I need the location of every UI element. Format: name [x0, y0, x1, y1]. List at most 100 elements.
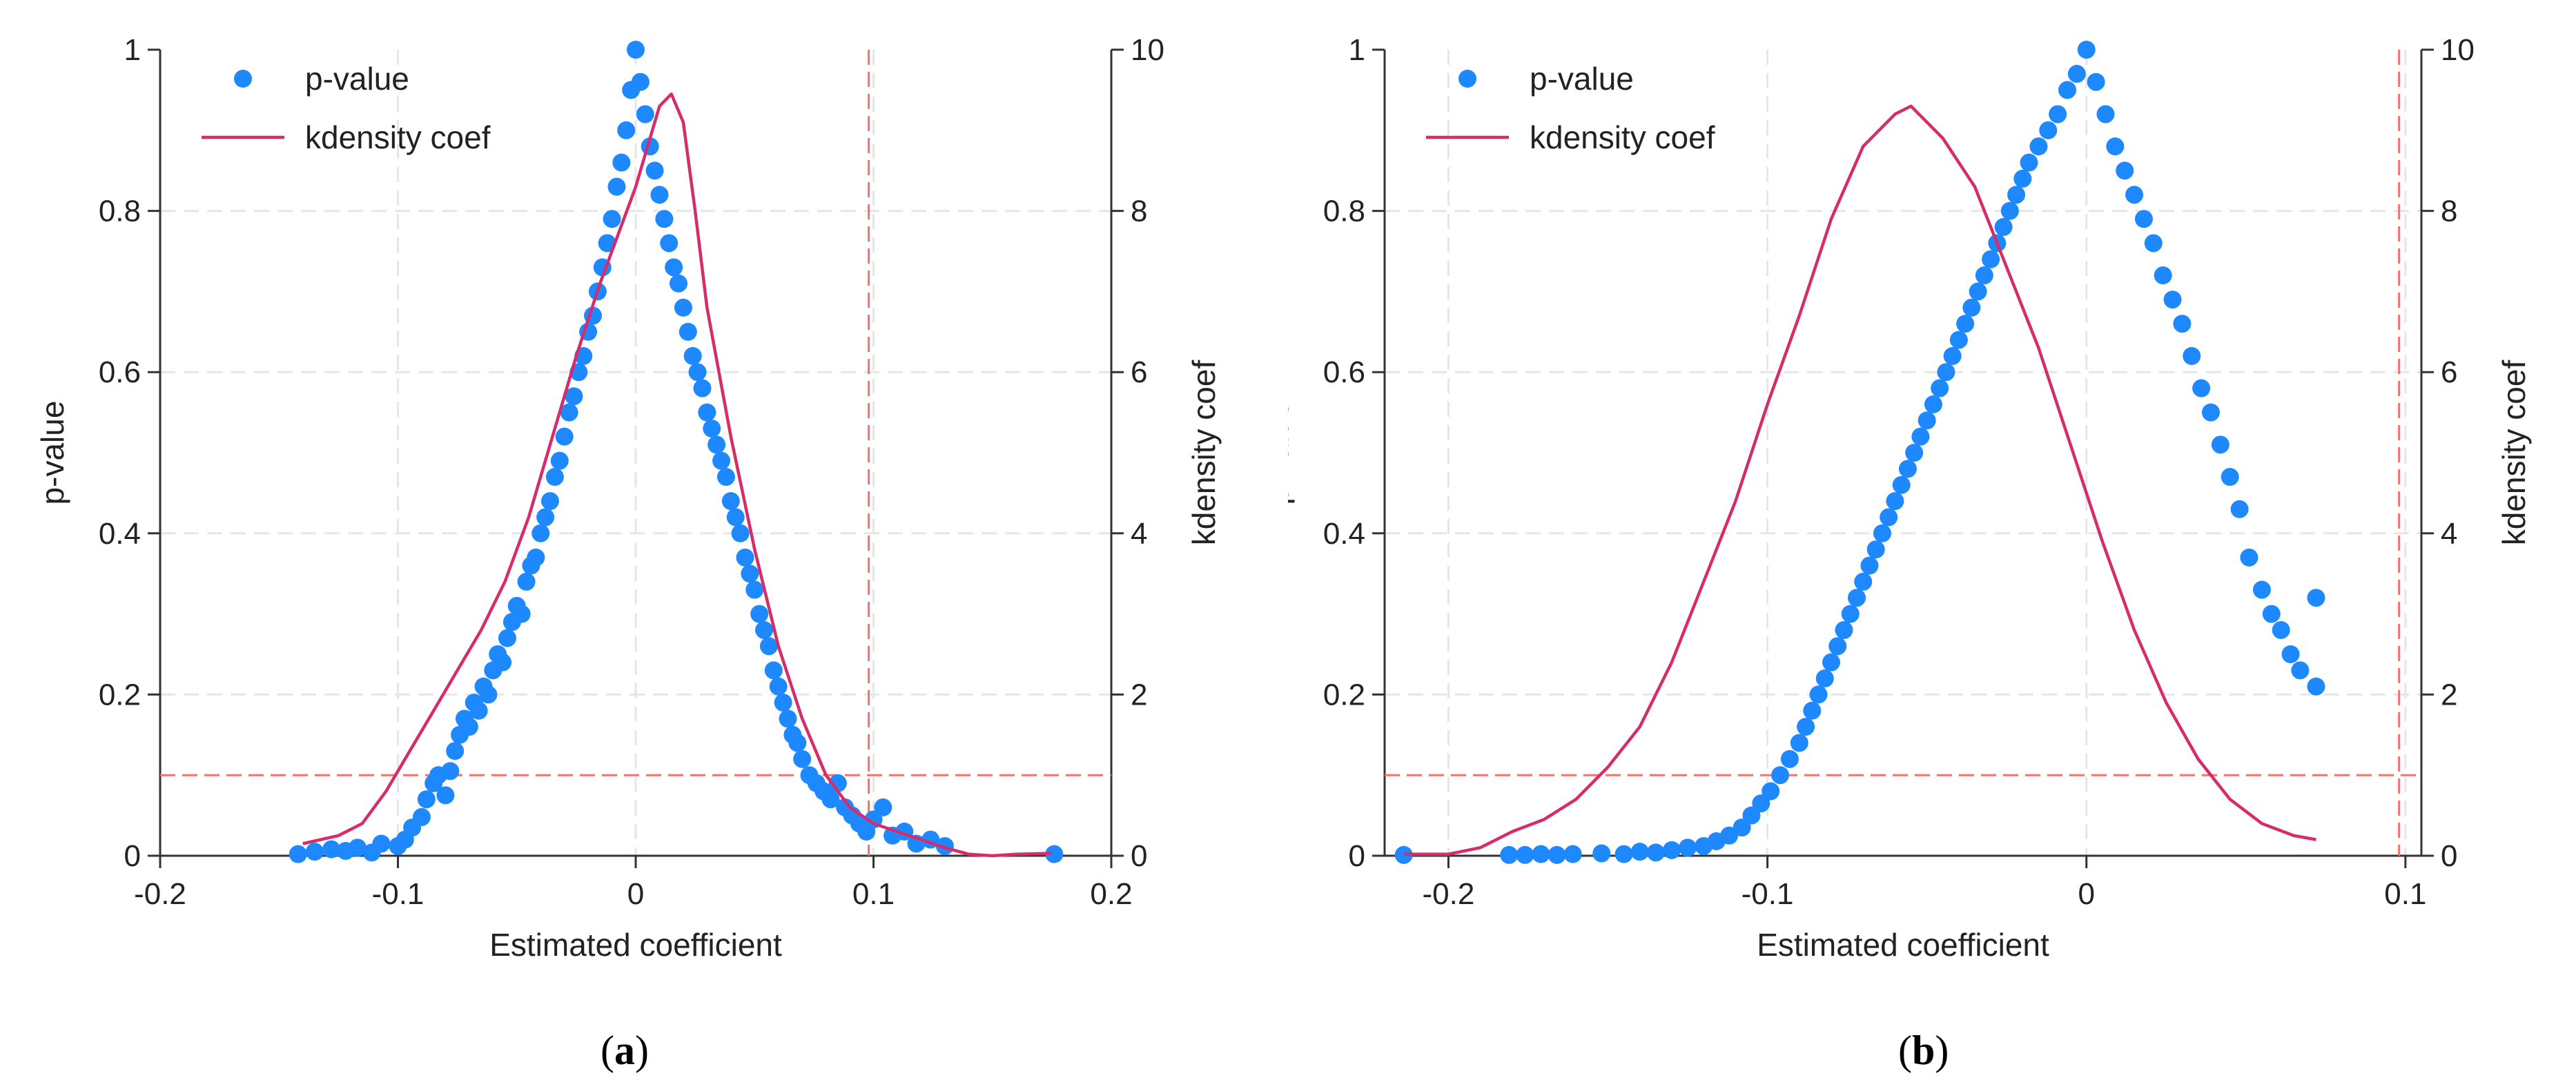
x-tick-label-0: -0.2 — [134, 877, 186, 911]
pvalue-point-55 — [631, 72, 650, 91]
pvalue-point-48 — [1962, 298, 1981, 317]
y2-tick-label-3: 6 — [2441, 355, 2457, 389]
pvalue-point-68 — [2125, 186, 2144, 204]
x-tick-label-1: -0.1 — [1741, 877, 1794, 911]
pvalue-point-63 — [670, 274, 688, 293]
pvalue-point-10 — [412, 807, 431, 826]
pvalue-point-3 — [1532, 845, 1550, 863]
pvalue-point-11 — [1679, 838, 1697, 857]
pvalue-point-41 — [565, 387, 583, 406]
y2-tick-label-2: 4 — [1131, 517, 1147, 551]
panel-b-label: (b) — [1898, 1028, 1949, 1073]
pvalue-point-17 — [1752, 794, 1770, 813]
pvalue-point-29 — [1841, 605, 1860, 623]
y2-tick-label-5: 10 — [2441, 33, 2475, 67]
pvalue-point-2 — [322, 840, 341, 859]
pvalue-point-38 — [1898, 460, 1917, 478]
y-tick-label-4: 0.8 — [99, 195, 141, 228]
pvalue-point-74 — [721, 492, 740, 511]
chart-b-svg: -0.2 -0.1 0 0.100.20.40.60.810246810Estimat… — [1288, 33, 2532, 963]
pvalue-point-10 — [1662, 841, 1681, 859]
pvalue-point-60 — [655, 210, 674, 228]
pvalue-point-30 — [512, 605, 531, 623]
y-tick-label-2: 0.4 — [1323, 517, 1365, 551]
pvalue-point-55 — [2007, 186, 2026, 204]
pvalue-point-54 — [627, 41, 645, 59]
pvalue-point-83 — [764, 661, 783, 680]
pvalue-point-78 — [741, 565, 759, 583]
pvalue-point-33 — [1866, 540, 1885, 559]
pvalue-point-67 — [2116, 161, 2134, 180]
pvalue-point-42 — [1924, 395, 1942, 413]
pvalue-point-81 — [2252, 580, 2271, 599]
pvalue-point-0 — [289, 845, 307, 863]
pvalue-point-7 — [1614, 845, 1633, 863]
pvalue-point-69 — [698, 403, 716, 422]
pvalue-point-23 — [479, 685, 498, 704]
pvalue-point-40 — [1911, 427, 1930, 446]
pvalue-point-62 — [665, 258, 683, 277]
pvalue-point-84 — [769, 677, 788, 696]
pvalue-point-36 — [1886, 492, 1904, 511]
pvalue-point-57 — [2020, 153, 2038, 172]
legend-kdensity-label: kdensity coef — [1530, 119, 1715, 155]
y-tick-label-4: 0.8 — [1323, 195, 1365, 228]
pvalue-point-34 — [1873, 524, 1891, 542]
panel-b: -0.2 -0.1 0 0.1 0 0.2 0.4 0.6 0.8 1 0 2 4 6 8 10 Estimat… — [1288, 0, 2576, 1089]
pvalue-point-1 — [1500, 845, 1519, 864]
x-axis-title: Estimated coefficient — [489, 927, 782, 963]
pvalue-point-39 — [555, 427, 574, 446]
pvalue-point-69 — [2134, 210, 2153, 228]
y-tick-label-1: 0.2 — [99, 678, 141, 712]
y2-tick-label-1: 2 — [2441, 678, 2457, 712]
pvalue-point-70 — [2144, 234, 2163, 253]
chart-a-svg: -0.2 -0.1 0 0.1 0.200.20.40.60.810246810Esti… — [35, 33, 1222, 963]
pvalue-point-61 — [2058, 81, 2077, 99]
pvalue-point-72 — [2163, 291, 2182, 309]
pvalue-point-19 — [1771, 766, 1790, 785]
pvalue-point-86 — [779, 709, 797, 728]
kdensity-line — [1403, 104, 2316, 856]
pvalue-point-71 — [708, 435, 726, 454]
x-tick-label-1: -0.1 — [372, 877, 425, 911]
pvalue-point-5 — [1563, 845, 1582, 863]
pvalue-point-88 — [788, 734, 807, 752]
y-tick-label-5: 1 — [124, 33, 141, 67]
pvalue-point-85 — [774, 694, 792, 712]
pvalue-point-82 — [759, 637, 778, 656]
pvalue-point-68 — [693, 379, 712, 398]
pvalue-point-76 — [731, 524, 750, 542]
x-tick-label-0: -0.2 — [1423, 877, 1475, 911]
pvalue-point-60 — [2049, 105, 2067, 124]
x-tick-label-2: 0 — [2078, 877, 2094, 911]
pvalue-point-65 — [679, 322, 697, 341]
pvalue-point-64 — [2087, 72, 2105, 91]
pvalue-point-80 — [2240, 548, 2258, 567]
pvalue-point-32 — [1860, 556, 1879, 575]
pvalue-point-100 — [874, 798, 892, 816]
panel-a: -0.2 -0.1 0 0.1 0.2 0 0.2 0.4 0.6 0.8 1 0 2 4 6 8 10 Esti… — [35, 33, 1222, 1073]
pvalue-point-67 — [688, 363, 707, 382]
pvalue-point-21 — [469, 701, 488, 720]
legend-pvalue-marker — [234, 70, 252, 88]
pvalue-point-14 — [1720, 826, 1739, 845]
pvalue-point-8 — [1630, 843, 1649, 861]
y-axis-title: p-value — [35, 401, 70, 505]
pvalue-point-44 — [1937, 363, 1955, 382]
pvalue-point-6 — [1592, 844, 1611, 863]
pvalue-point-43 — [1931, 379, 1949, 398]
y-tick-label-2: 0.4 — [99, 517, 141, 551]
pvalue-point-31 — [517, 572, 536, 591]
pvalue-point-51 — [612, 153, 631, 172]
y2-tick-label-1: 2 — [1131, 678, 1147, 712]
pvalue-point-9 — [1646, 843, 1665, 862]
pvalue-point-50 — [1975, 266, 1993, 285]
pvalue-point-64 — [674, 298, 692, 317]
pvalue-point-33 — [527, 548, 545, 567]
panel-a-label: (a) — [601, 1028, 649, 1073]
pvalue-point-15 — [441, 762, 460, 781]
pvalue-point-31 — [1854, 572, 1873, 591]
pvalue-point-78 — [2221, 468, 2239, 487]
y2-tick-label-4: 8 — [2441, 195, 2457, 228]
y2-tick-label-0: 0 — [2441, 839, 2457, 873]
